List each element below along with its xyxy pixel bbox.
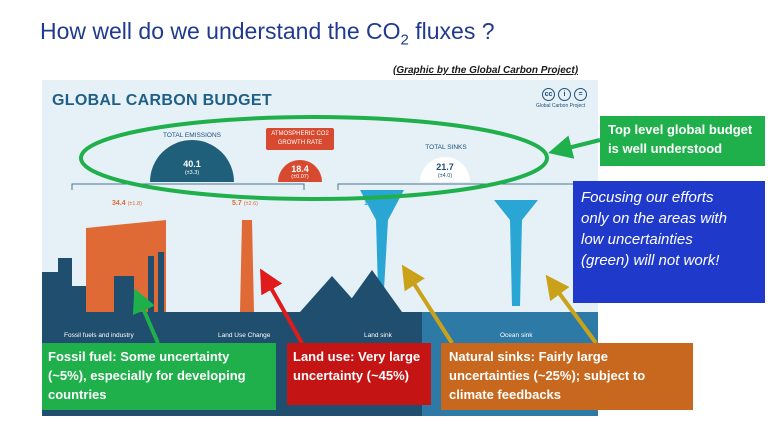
fossil-flux-value: 34.4 (±1.8) xyxy=(112,200,142,207)
city-building xyxy=(68,286,86,312)
focus-line4: (green) will not work! xyxy=(581,252,720,269)
land-sink-uncertainty: (±3.3) xyxy=(379,201,394,207)
factory xyxy=(114,276,134,312)
land-sink-flux-value: 12.5 (±3.3) xyxy=(364,200,394,207)
natural-sinks-line2: uncertainties (~25%); subject to xyxy=(449,368,646,383)
land-use-arrow xyxy=(260,268,304,344)
ocean-sink-flux-value: 9.2 (±2.2) xyxy=(502,200,528,207)
city-building xyxy=(42,272,62,312)
focus-callout: Focusing our efforts only on the areas w… xyxy=(573,181,765,303)
atmospheric-value: 18.4 xyxy=(291,164,309,174)
forest xyxy=(300,270,402,312)
fossil-arrow xyxy=(132,288,160,344)
total-sinks-label: TOTAL SINKS xyxy=(425,144,467,151)
budget-ellipse xyxy=(79,115,549,201)
fossil-uncertainty: (±1.8) xyxy=(127,201,142,207)
natural-sinks-line1: Natural sinks: Fairly large xyxy=(449,349,608,364)
slide-title: How well do we understand the CO2 fluxes… xyxy=(40,18,495,49)
natural-sinks-line3: climate feedbacks xyxy=(449,387,562,402)
fossil-callout: Fossil fuel: Some uncertainty (~5%), esp… xyxy=(42,343,276,410)
total-sinks-dome xyxy=(420,157,470,182)
atmospheric-growth-label: ATMOSPHERIC CO2 GROWTH RATE xyxy=(266,128,334,150)
total-emissions-dome xyxy=(150,140,234,182)
natural-sinks-callout: Natural sinks: Fairly large uncertaintie… xyxy=(441,343,693,410)
ocean-sink-value: 9.2 xyxy=(502,200,512,207)
land-use-uncertainty: (±2.6) xyxy=(243,201,259,207)
gcp-logo-text: Global Carbon Project xyxy=(536,103,586,109)
graphic-title: GLOBAL CARBON BUDGET xyxy=(52,92,272,109)
ocean-sink-arrow xyxy=(494,200,538,306)
land-sink-label: Land sink xyxy=(364,332,392,339)
top-budget-arrow xyxy=(548,135,601,159)
attribution-icon: i xyxy=(558,88,571,101)
emissions-brace xyxy=(71,183,305,190)
atmospheric-uncertainty: (±0.07) xyxy=(291,174,309,180)
land-sink-arrow xyxy=(360,190,404,290)
fossil-label: Fossil fuels and industry xyxy=(64,332,134,339)
top-budget-line2: is well understood xyxy=(608,141,723,156)
graphic-credit: (Graphic by the Global Carbon Project) xyxy=(393,65,579,76)
focus-line1: Focusing our efforts xyxy=(581,189,714,206)
land-use-label: Land Use Change xyxy=(218,332,271,339)
focus-line3: low uncertainties xyxy=(581,231,693,248)
total-emissions-uncertainty: (±3.3) xyxy=(184,170,200,176)
land-use-plume xyxy=(240,220,254,312)
top-budget-callout: Top level global budget is well understo… xyxy=(600,116,765,166)
total-emissions-label: TOTAL EMISSIONS xyxy=(162,132,222,139)
land-use-callout: Land use: Very large uncertainty (~45%) xyxy=(287,343,431,405)
fossil-line3: countries xyxy=(48,387,107,402)
chimney xyxy=(158,252,164,312)
atmospheric-label-line2: GROWTH RATE xyxy=(277,140,323,146)
fossil-value: 34.4 xyxy=(112,200,126,207)
share-alike-icon: = xyxy=(574,88,587,101)
top-budget-line1: Top level global budget xyxy=(608,122,753,137)
focus-line2: only on the areas with xyxy=(581,210,727,227)
total-sinks-value: 21.7 xyxy=(436,162,454,172)
fossil-line2: (~5%), especially for developing xyxy=(48,368,246,383)
chimney xyxy=(148,256,154,312)
land-sink-arrow-callout xyxy=(401,264,454,345)
land-use-line2: uncertainty (~45%) xyxy=(293,368,409,383)
gcp-logo: cc i = xyxy=(542,88,587,101)
land-sink-value: 12.5 xyxy=(364,200,378,207)
ocean-sink-label: Ocean sink xyxy=(500,332,533,339)
land-use-line1: Land use: Very large xyxy=(293,349,421,364)
ocean-sink-arrow-callout xyxy=(545,274,598,345)
fossil-line1: Fossil fuel: Some uncertainty xyxy=(48,349,230,364)
ocean-sink-uncertainty: (±2.2) xyxy=(513,201,529,207)
land-use-flux-value: 5.7 (±2.6) xyxy=(232,200,258,207)
total-sinks-uncertainty: (±4.0) xyxy=(437,173,453,179)
total-emissions-value: 40.1 xyxy=(183,159,201,169)
atmospheric-label-line1: ATMOSPHERIC CO2 xyxy=(271,131,329,137)
cc-icon: cc xyxy=(542,88,555,101)
atmospheric-dome xyxy=(278,160,322,182)
land-use-value: 5.7 xyxy=(232,200,242,207)
